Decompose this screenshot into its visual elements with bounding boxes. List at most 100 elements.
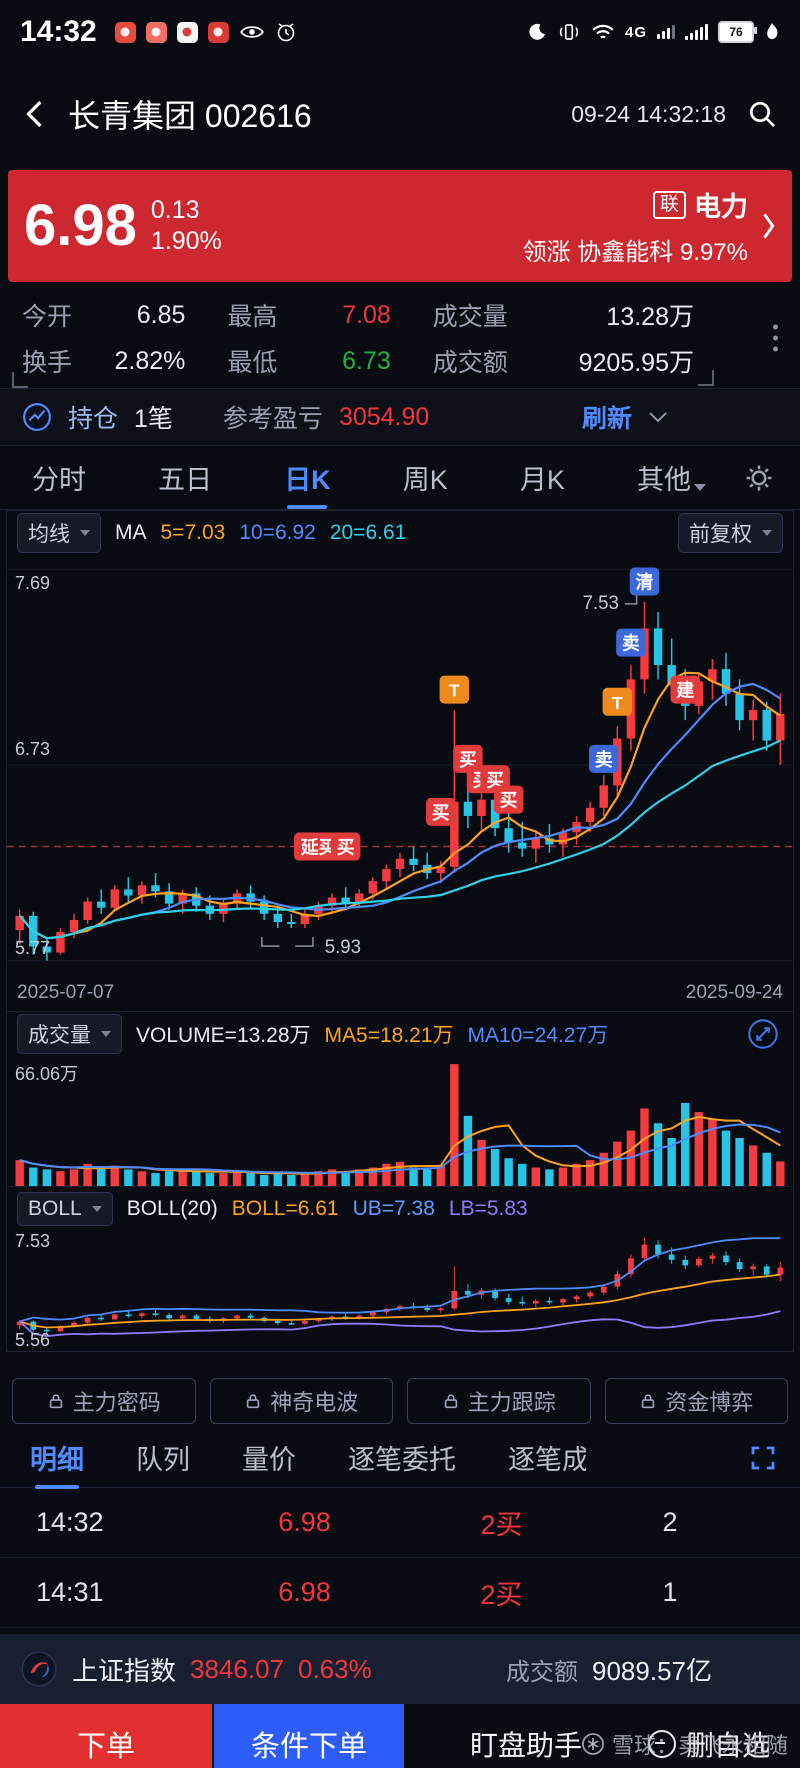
settings-gear-icon[interactable] [744,463,774,493]
position-count: 1笔 [134,405,173,433]
start-date: 2025-07-07 [17,982,115,1003]
feature-magic-wave[interactable]: 神奇电波 [209,1378,393,1424]
feature-button-row: 主力密码 神奇电波 主力跟踪 资金博弈 [0,1366,800,1428]
chevron-right-icon[interactable] [760,212,776,240]
index-amount: 9089.57亿 [592,1655,712,1686]
volume-selector-dropdown[interactable]: 成交量 [17,1014,122,1054]
candlestick-chart[interactable]: 7.535.93延买买买T买买买买卖T卖清建 7.69 6.73 5.77 [7,555,793,975]
tab-weekly-k[interactable]: 周K [402,465,448,495]
index-amount-label: 成交额 [506,1658,579,1686]
trade-price: 6.98 [278,1577,331,1607]
chevron-down-icon [101,1031,111,1037]
index-value: 3846.07 [190,1653,284,1684]
boll-lb-value: LB=5.83 [448,1197,528,1220]
stock-title: 长青集团 002616 [68,98,312,134]
title-bar: 长青集团 002616 09-24 14:32:18 [0,64,800,164]
price-change-percent: 1.90% [150,227,222,255]
quote-banner[interactable]: 6.98 0.13 1.90% 联 电力 领涨 协鑫能科 9.97% [8,170,792,282]
lock-icon [247,1394,260,1409]
remove-watchlist-button[interactable]: 删自选 [647,1704,800,1768]
svg-text:买: 买 [432,803,450,823]
leader-percent: 9.97% [679,239,748,266]
index-bar[interactable]: 上证指数 3846.07 0.63% 成交额 9089.57亿 [0,1634,800,1704]
position-row[interactable]: 持仓 1笔 参考盈亏 3054.90 刷新 [0,388,800,446]
sector-link-badge: 联 [652,190,686,219]
main-chart-header: 均线 MA 5=7.03 10=6.92 20=6.61 前复权 [7,511,793,555]
clock: 14:32 [20,15,97,48]
boll-selector-dropdown[interactable]: BOLL [17,1192,113,1226]
period-tab-bar: 分时 五日 日K 周K 月K 其他 [0,446,800,510]
monitor-assistant-button[interactable]: 盯盘助手 [469,1730,582,1761]
low-value: 6.73 [342,346,391,375]
expand-chart-icon[interactable] [747,1018,779,1050]
svg-text:T: T [612,693,623,713]
volume-chart[interactable]: 66.06万 [7,1056,793,1186]
adjust-mode-dropdown[interactable]: 前复权 [678,513,783,553]
search-icon[interactable] [746,98,778,130]
alarm-icon [277,23,295,42]
notification-app-icon-4 [207,21,229,43]
minus-circle-icon [647,1730,676,1758]
svg-text:买: 买 [459,750,477,770]
ma-selector-dropdown[interactable]: 均线 [17,513,101,553]
trade-row[interactable]: 14:31 6.98 2买 1 [0,1558,800,1628]
notification-app-icon-3 [176,21,198,43]
signal-bars-sim2-icon [685,24,708,40]
svg-text:买: 买 [486,770,504,790]
feature-fund-game[interactable]: 资金博弈 [604,1378,788,1424]
tab-5day[interactable]: 五日 [158,465,213,495]
index-percent: 0.63% [298,1653,372,1684]
more-options-icon[interactable] [773,324,778,352]
fullscreen-expand-icon[interactable] [748,1443,778,1473]
chart-panel: 均线 MA 5=7.03 10=6.92 20=6.61 前复权 7.53 5.9… [6,510,794,1352]
index-name: 上证指数 [72,1655,177,1686]
amount-label: 成交额 [432,349,508,377]
trade-time: 14:31 [36,1577,104,1607]
boll-chart[interactable]: 7.53 5.56 [7,1231,793,1351]
volume-ma10: MA10=24.27万 [467,1024,609,1047]
status-bar: 14:32 4G 76 [0,0,800,64]
feature-main-force-track[interactable]: 主力跟踪 [407,1378,591,1424]
collapse-chevron-icon[interactable] [648,411,668,423]
boll-period-label: BOLL(20) [126,1197,218,1220]
svg-text:卖: 卖 [622,633,640,654]
quote-stats[interactable]: 今开 6.85 最高 7.08 成交量 13.28万 换手 2.82% 最低 6.73 成… [0,288,800,388]
tab-volume-price[interactable]: 量价 [242,1445,296,1475]
night-mode-moon-icon [529,23,545,40]
turnover-value: 2.82% [114,346,186,375]
tab-monthly-k[interactable]: 月K [519,465,565,495]
ma20-value: 20=6.61 [329,521,407,544]
crop-mark-left [12,372,28,388]
amount-value: 9205.95万 [578,349,694,377]
place-order-button[interactable]: 下单 [0,1704,212,1768]
svg-text:7.53: 7.53 [583,592,619,613]
sse-index-logo [21,1651,57,1687]
feature-main-force-code[interactable]: 主力密码 [12,1378,196,1424]
boll-mid-value: BOLL=6.61 [231,1197,339,1220]
trade-time: 14:32 [36,1507,104,1537]
tab-queue[interactable]: 队列 [136,1445,190,1475]
refresh-button[interactable]: 刷新 [581,405,632,433]
tab-daily-k[interactable]: 日K [282,444,333,511]
end-date: 2025-09-24 [685,982,783,1003]
bottom-action-bar: 下单 条件下单 盯盘助手 删自选 [0,1704,800,1768]
svg-text:5.93: 5.93 [325,936,361,957]
svg-text:买: 买 [500,791,518,811]
tab-minute[interactable]: 分时 [32,465,86,495]
4g-network-icon: 4G [624,23,647,41]
open-label: 今开 [22,303,73,331]
tab-order-by-order[interactable]: 逐笔委托 [348,1445,456,1475]
price-change: 0.13 [150,195,200,224]
trade-row[interactable]: 14:32 6.98 2买 2 [0,1488,800,1558]
ma-label: MA [115,521,147,544]
tab-detail[interactable]: 明细 [30,1426,84,1489]
tab-other[interactable]: 其他 [635,444,708,511]
svg-text:卖: 卖 [595,749,613,770]
trade-price: 6.98 [278,1507,331,1537]
tab-trade-by-trade[interactable]: 逐笔成交 [508,1445,586,1475]
volume-value: 13.28万 [606,303,694,331]
back-icon[interactable] [22,98,48,130]
conditional-order-button[interactable]: 条件下单 [214,1704,404,1768]
boll-ub-value: UB=7.38 [352,1197,435,1220]
